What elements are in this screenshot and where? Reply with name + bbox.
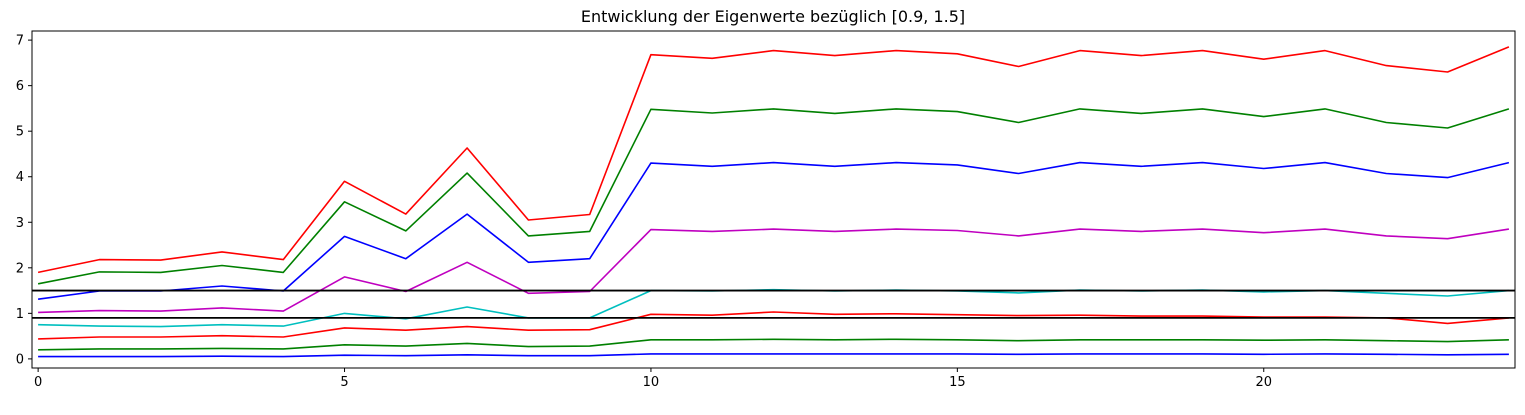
y-tick-label: 4 — [16, 170, 24, 185]
axes-frame — [31, 30, 1516, 369]
x-tick-label: 20 — [1255, 375, 1272, 390]
series-line-4 — [38, 228, 1510, 314]
y-tick-label: 6 — [16, 79, 24, 94]
series-line-8 — [38, 353, 1509, 358]
y-tick-label: 2 — [16, 261, 24, 276]
x-tick-label: 15 — [949, 375, 966, 390]
series-line-5 — [38, 288, 1509, 328]
y-tick-label: 7 — [16, 34, 24, 49]
series-line-1 — [37, 46, 1510, 274]
series-line-6 — [38, 311, 1509, 340]
y-tick-label: 0 — [16, 352, 24, 367]
x-tick-label: 10 — [643, 375, 660, 390]
series-line-7 — [38, 338, 1509, 351]
x-tick-label: 0 — [34, 375, 42, 390]
y-tick-label: 1 — [16, 307, 24, 322]
x-tick-label: 5 — [340, 375, 348, 390]
y-tick-label: 5 — [16, 125, 24, 140]
series-line-2 — [37, 108, 1510, 285]
plot-area: 0 5 10 15 20 0 1 2 3 4 5 6 7 — [16, 30, 1516, 390]
y-tick-label: 3 — [16, 216, 24, 231]
chart-title: Entwicklung der Eigenwerte bezüglich [0.… — [581, 7, 965, 26]
